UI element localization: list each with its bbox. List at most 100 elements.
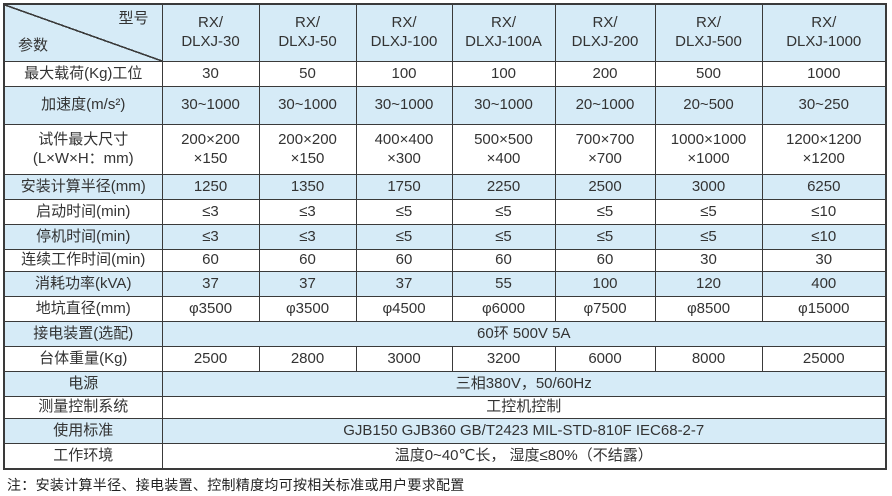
table-row: 最大载荷(Kg)工位 30 50 100 100 200 500 1000 xyxy=(3,61,887,88)
value-cell: ≤5 xyxy=(654,224,763,251)
value-cell: 100 xyxy=(451,61,556,88)
value-cell: 20~1000 xyxy=(554,86,656,126)
value-cell: 3000 xyxy=(654,174,763,201)
value-cell: ≤5 xyxy=(451,224,556,251)
value-cell: 1000×1000 ×1000 xyxy=(654,124,763,176)
column-header-dlxj-100a: RX/ DLXJ-100A xyxy=(451,3,556,63)
table-row: 工作环境 温度0~40℃长， 湿度≤80%（不结露） xyxy=(3,443,887,470)
row-label: 台体重量(Kg) xyxy=(3,346,163,373)
value-cell: 200×200 ×150 xyxy=(258,124,357,176)
value-cell: 30~1000 xyxy=(451,86,556,126)
merged-value-cell: 三相380V，50/60Hz xyxy=(161,371,887,398)
value-cell: 400 xyxy=(761,271,887,298)
corner-label-param: 参数 xyxy=(18,36,49,54)
value-cell: φ3500 xyxy=(161,296,260,323)
row-label: 消耗功率(kVA) xyxy=(3,271,163,298)
row-label: 地坑直径(mm) xyxy=(3,296,163,323)
value-cell: 25000 xyxy=(761,346,887,373)
value-cell: 500 xyxy=(654,61,763,88)
value-cell: 37 xyxy=(355,271,453,298)
corner-cell: 型号 参数 xyxy=(3,3,163,63)
value-cell: 6250 xyxy=(761,174,887,201)
value-cell: 400×400 ×300 xyxy=(355,124,453,176)
value-cell: 60 xyxy=(451,249,556,273)
value-cell: 60 xyxy=(258,249,357,273)
value-cell: 30 xyxy=(161,61,260,88)
value-cell: φ15000 xyxy=(761,296,887,323)
value-cell: 2500 xyxy=(554,174,656,201)
value-cell: ≤3 xyxy=(258,199,357,226)
value-cell: 1250 xyxy=(161,174,260,201)
value-cell: 2250 xyxy=(451,174,556,201)
value-cell: ≤3 xyxy=(161,224,260,251)
value-cell: 1750 xyxy=(355,174,453,201)
row-label: 使用标准 xyxy=(3,418,163,445)
table-row: 加速度(m/s²) 30~1000 30~1000 30~1000 30~1000 20~… xyxy=(3,86,887,126)
value-cell: ≤3 xyxy=(161,199,260,226)
value-cell: 1350 xyxy=(258,174,357,201)
row-label: 工作环境 xyxy=(3,443,163,470)
value-cell: ≤10 xyxy=(761,224,887,251)
value-cell: 2800 xyxy=(258,346,357,373)
value-cell: 200×200 ×150 xyxy=(161,124,260,176)
table-row: 试件最大尺寸 (L×W×H：mm) 200×200 ×150 200×200 ×15… xyxy=(3,124,887,176)
value-cell: 37 xyxy=(258,271,357,298)
value-cell: 1200×1200 ×1200 xyxy=(761,124,887,176)
merged-value-cell: 工控机控制 xyxy=(161,396,887,420)
value-cell: 30~1000 xyxy=(258,86,357,126)
table-row: 台体重量(Kg) 2500 2800 3000 3200 6000 8000 25000 xyxy=(3,346,887,373)
merged-value-cell: GJB150 GJB360 GB/T2423 MIL-STD-810F IEC6… xyxy=(161,418,887,445)
value-cell: 20~500 xyxy=(654,86,763,126)
value-cell: 50 xyxy=(258,61,357,88)
value-cell: 200 xyxy=(554,61,656,88)
column-header-dlxj-1000: RX/ DLXJ-1000 xyxy=(761,3,887,63)
value-cell: φ8500 xyxy=(654,296,763,323)
table-row: 电源 三相380V，50/60Hz xyxy=(3,371,887,398)
table-row: 连续工作时间(min) 60 60 60 60 60 30 30 xyxy=(3,249,887,273)
row-label: 启动时间(min) xyxy=(3,199,163,226)
merged-value-cell: 温度0~40℃长， 湿度≤80%（不结露） xyxy=(161,443,887,470)
merged-value-cell: 60环 500V 5A xyxy=(161,321,887,348)
value-cell: 120 xyxy=(654,271,763,298)
value-cell: ≤5 xyxy=(554,224,656,251)
value-cell: 3000 xyxy=(355,346,453,373)
column-header-dlxj-200: RX/ DLXJ-200 xyxy=(554,3,656,63)
column-header-dlxj-50: RX/ DLXJ-50 xyxy=(258,3,357,63)
spec-table: 型号 参数 RX/ DLXJ-30 RX/ DLXJ-50 RX/ DLXJ-100… xyxy=(3,3,887,470)
table-row: 接电装置(选配) 60环 500V 5A xyxy=(3,321,887,348)
value-cell: φ4500 xyxy=(355,296,453,323)
value-cell: 6000 xyxy=(554,346,656,373)
value-cell: φ6000 xyxy=(451,296,556,323)
value-cell: 60 xyxy=(161,249,260,273)
value-cell: 30~1000 xyxy=(161,86,260,126)
value-cell: ≤5 xyxy=(554,199,656,226)
header-row: 型号 参数 RX/ DLXJ-30 RX/ DLXJ-50 RX/ DLXJ-100… xyxy=(3,3,887,63)
value-cell: ≤5 xyxy=(654,199,763,226)
value-cell: ≤5 xyxy=(355,199,453,226)
table-row: 测量控制系统 工控机控制 xyxy=(3,396,887,420)
corner-label-model: 型号 xyxy=(118,10,149,27)
value-cell: 8000 xyxy=(654,346,763,373)
table-row: 安装计算半径(mm) 1250 1350 1750 2250 2500 3000 6250 xyxy=(3,174,887,201)
value-cell: 3200 xyxy=(451,346,556,373)
value-cell: 30~1000 xyxy=(355,86,453,126)
value-cell: 30~250 xyxy=(761,86,887,126)
row-label: 试件最大尺寸 (L×W×H：mm) xyxy=(3,124,163,176)
value-cell: 100 xyxy=(355,61,453,88)
value-cell: φ3500 xyxy=(258,296,357,323)
value-cell: 100 xyxy=(554,271,656,298)
value-cell: ≤5 xyxy=(451,199,556,226)
table-row: 消耗功率(kVA) 37 37 37 55 100 120 400 xyxy=(3,271,887,298)
column-header-dlxj-500: RX/ DLXJ-500 xyxy=(654,3,763,63)
value-cell: 30 xyxy=(761,249,887,273)
value-cell: 60 xyxy=(355,249,453,273)
value-cell: 1000 xyxy=(761,61,887,88)
footnote: 注：安装计算半径、接电装置、控制精度均可按相关标准或用户要求配置 xyxy=(7,476,465,493)
value-cell: φ7500 xyxy=(554,296,656,323)
value-cell: 2500 xyxy=(161,346,260,373)
value-cell: 55 xyxy=(451,271,556,298)
table-row: 停机时间(min) ≤3 ≤3 ≤5 ≤5 ≤5 ≤5 ≤10 xyxy=(3,224,887,251)
row-label: 加速度(m/s²) xyxy=(3,86,163,126)
table-row: 启动时间(min) ≤3 ≤3 ≤5 ≤5 ≤5 ≤5 ≤10 xyxy=(3,199,887,226)
